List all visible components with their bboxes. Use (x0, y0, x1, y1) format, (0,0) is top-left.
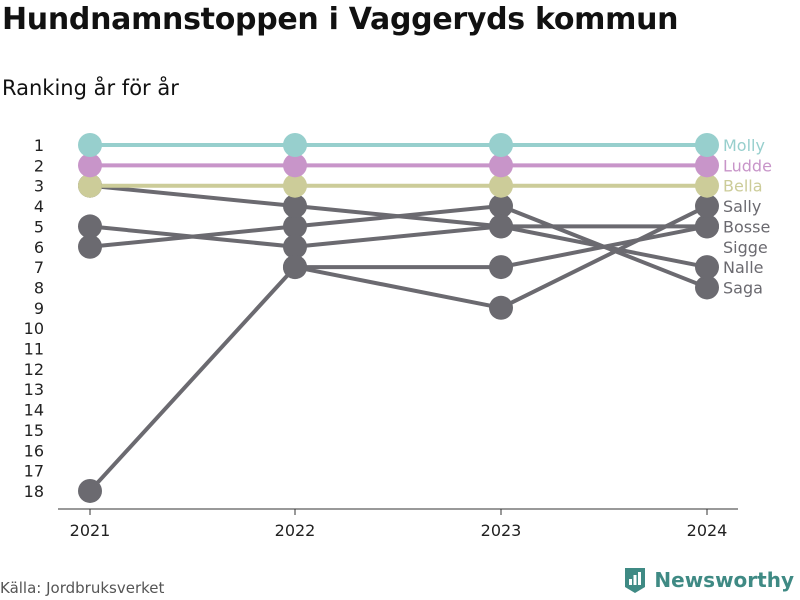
series-label-molly: Molly (723, 136, 765, 155)
data-point-bella-2021 (78, 173, 102, 198)
y-tick-label: 13 (24, 380, 44, 399)
data-point-bosse-2022 (283, 194, 307, 219)
y-tick-label: 7 (34, 258, 44, 277)
data-point-bella-2024 (695, 173, 719, 198)
data-point-saga-2021 (78, 234, 102, 259)
y-tick-label: 16 (24, 441, 44, 460)
x-tick-label: 2023 (481, 521, 522, 540)
data-point-bella-2022 (283, 173, 307, 198)
y-tick-label: 5 (34, 217, 44, 236)
y-tick-label: 15 (24, 421, 44, 440)
data-point-molly-2024 (695, 133, 719, 157)
data-point-bosse-2024 (695, 214, 719, 239)
data-point-molly-2022 (283, 133, 307, 157)
data-point-bella-2023 (489, 173, 513, 198)
data-point-bosse-2023 (489, 214, 513, 239)
data-point-nalle-2024 (695, 255, 719, 280)
data-point-molly-2021 (78, 133, 102, 157)
brand-logo: Newsworthy (623, 566, 794, 594)
x-tick-label: 2022 (275, 521, 316, 540)
y-tick-label: 9 (34, 299, 44, 318)
series-lines (88, 143, 709, 493)
y-tick-label: 3 (34, 177, 44, 196)
data-point-nalle-2021 (78, 214, 102, 239)
data-point-ludde-2022 (283, 153, 307, 178)
data-point-nalle-2022 (283, 234, 307, 259)
y-tick-label: 8 (34, 278, 44, 297)
y-tick-label: 11 (24, 340, 44, 359)
data-point-sally-2023 (489, 295, 513, 320)
series-label-bosse: Bosse (723, 217, 770, 236)
chart-title: Hundnamnstoppen i Vaggeryds kommun (2, 2, 679, 37)
data-point-ludde-2021 (78, 153, 102, 178)
series-line-sigge (88, 224, 709, 493)
data-point-ludde-2024 (695, 153, 719, 178)
y-tick-label: 12 (24, 360, 44, 379)
data-point-molly-2023 (489, 133, 513, 157)
y-tick-label: 1 (34, 136, 44, 155)
data-point-saga-2024 (695, 275, 719, 300)
x-axis: 2021 2022 2023 2024 (58, 508, 738, 540)
source-note: Källa: Jordbruksverket (0, 579, 165, 597)
series-line-bosse (88, 183, 709, 229)
brand-name: Newsworthy (654, 568, 794, 592)
series-label-saga: Saga (723, 278, 763, 297)
series-label-bella: Bella (723, 177, 763, 196)
data-point-sigge-2023 (489, 255, 513, 280)
data-point-saga-2023 (489, 194, 513, 219)
data-point-sigge-2021 (78, 478, 102, 503)
chart-subtitle: Ranking år för år (2, 76, 179, 100)
series-label-ludde: Ludde (723, 156, 772, 175)
data-point-ludde-2023 (489, 153, 513, 178)
x-tick-label: 2021 (70, 521, 111, 540)
data-point-sally-2022 (283, 255, 307, 280)
y-tick-label: 14 (24, 401, 44, 420)
x-tick-label: 2024 (687, 521, 728, 540)
series-line-nalle (88, 224, 709, 270)
series-label-nalle: Nalle (723, 258, 764, 277)
y-tick-label: 10 (24, 319, 44, 338)
y-tick-label: 4 (34, 197, 44, 216)
data-point-sally-2024 (695, 194, 719, 219)
y-tick-label: 17 (24, 462, 44, 481)
data-point-saga-2022 (283, 214, 307, 239)
y-tick-label: 6 (34, 238, 44, 257)
series-points (78, 133, 719, 503)
newsworthy-icon (625, 568, 646, 593)
y-tick-label: 2 (34, 156, 44, 175)
series-label-sally: Sally (723, 197, 761, 216)
y-tick-label: 18 (24, 482, 44, 501)
series-label-sigge: Sigge (723, 238, 768, 257)
